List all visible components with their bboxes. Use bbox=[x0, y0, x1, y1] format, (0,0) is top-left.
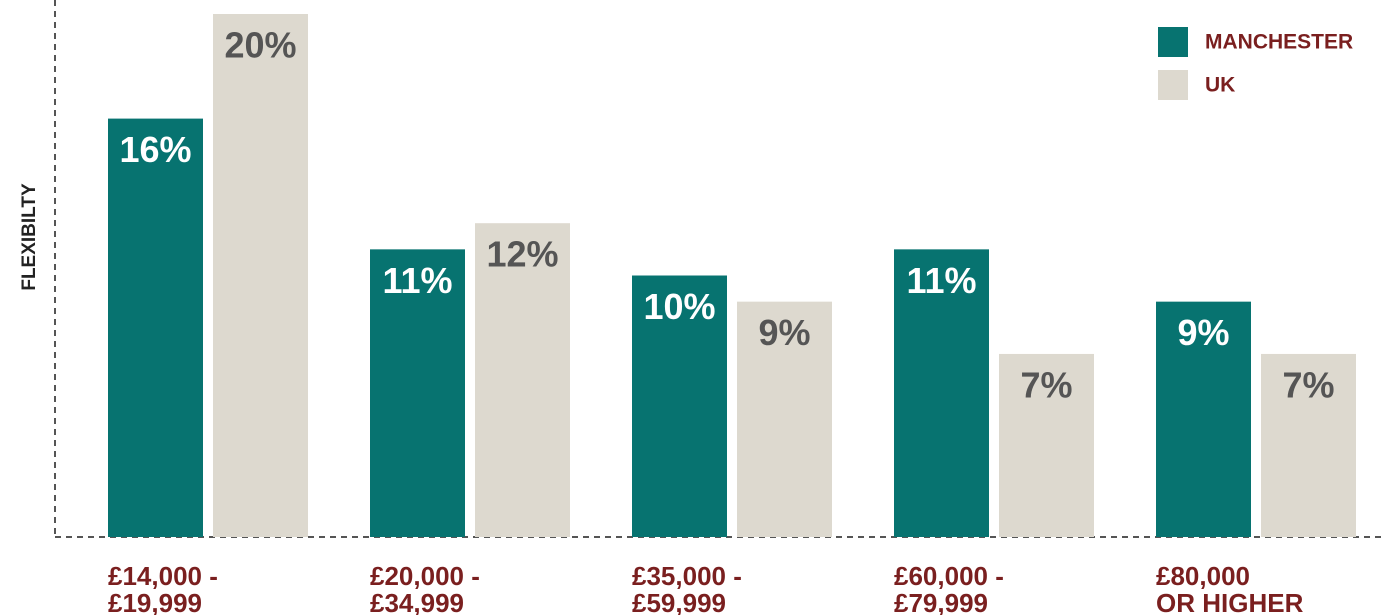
bar bbox=[999, 353, 1094, 537]
value-label: 20% bbox=[224, 25, 296, 66]
value-label: 10% bbox=[643, 286, 715, 327]
x-tick-label: £14,000 - £19,999 bbox=[108, 561, 218, 615]
legend-swatch bbox=[1158, 27, 1188, 57]
legend-label: UK bbox=[1205, 74, 1235, 97]
value-label: 7% bbox=[1282, 364, 1334, 405]
bar bbox=[894, 249, 989, 537]
bar bbox=[370, 249, 465, 537]
bar bbox=[213, 14, 308, 537]
x-tick-label: £35,000 - £59,999 bbox=[632, 561, 742, 615]
value-label: 9% bbox=[758, 312, 810, 353]
bar bbox=[475, 223, 570, 537]
value-label: 9% bbox=[1177, 312, 1229, 353]
bar bbox=[737, 301, 832, 537]
bar bbox=[632, 275, 727, 537]
x-tick-label: £20,000 - £34,999 bbox=[370, 561, 480, 615]
bar bbox=[1261, 353, 1356, 537]
bar bbox=[1156, 301, 1251, 537]
x-tick-label: £80,000 OR HIGHER bbox=[1156, 561, 1304, 615]
value-label: 12% bbox=[486, 234, 558, 275]
value-label: 11% bbox=[382, 260, 452, 301]
value-label: 11% bbox=[906, 260, 976, 301]
legend-label: MANCHESTER bbox=[1205, 31, 1353, 54]
y-axis-label: FLEXIBILTY bbox=[19, 183, 40, 291]
value-label: 7% bbox=[1020, 364, 1072, 405]
x-tick-label: £60,000 - £79,999 bbox=[894, 561, 1004, 615]
legend-swatch bbox=[1158, 70, 1188, 100]
value-label: 16% bbox=[119, 129, 191, 170]
bar bbox=[108, 118, 203, 537]
